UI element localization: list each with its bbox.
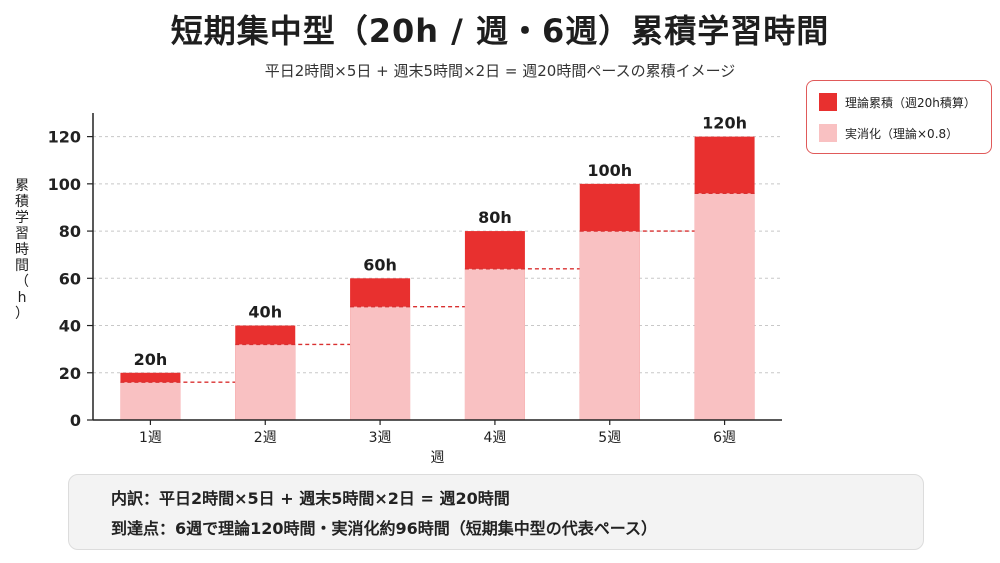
bar-actual-3	[350, 306, 411, 420]
data-label: 120h	[702, 114, 747, 133]
y-tick-label: 0	[70, 411, 81, 430]
x-tick-label: 6週	[713, 430, 736, 446]
note-box: 内訳：平日2時間×5日 + 週末5時間×2日 = 週20時間 到達点：6週で理論…	[68, 474, 924, 550]
x-tick-label: 2週	[254, 430, 277, 446]
x-tick-label: 3週	[369, 430, 392, 446]
x-tick-label: 1週	[139, 430, 162, 446]
y-tick-label: 120	[48, 128, 81, 147]
y-tick-label: 60	[59, 269, 81, 288]
data-label: 80h	[478, 208, 512, 227]
data-label: 20h	[134, 350, 168, 369]
y-tick-label: 80	[59, 222, 81, 241]
legend-label-theory: 理論累積（週20h積算）	[845, 95, 976, 110]
note-line-breakdown: 内訳：平日2時間×5日 + 週末5時間×2日 = 週20時間	[111, 489, 510, 508]
bar-actual-2	[235, 344, 296, 420]
legend-swatch-actual	[819, 124, 837, 142]
bar-actual-6	[694, 193, 755, 420]
legend-swatch-theory	[819, 93, 837, 111]
data-label: 60h	[363, 255, 397, 274]
data-label: 40h	[248, 303, 282, 322]
data-label: 100h	[587, 161, 632, 180]
legend-item-theory: 理論累積（週20h積算）	[819, 93, 976, 111]
x-axis-label: 週	[431, 450, 445, 466]
bar-actual-1	[120, 382, 181, 420]
legend-label-actual: 実消化（理論×0.8）	[845, 126, 959, 141]
chart-title: 短期集中型（20h / 週・6週）累積学習時間	[170, 12, 830, 50]
y-tick-label: 100	[48, 175, 81, 194]
legend-item-actual: 実消化（理論×0.8）	[819, 124, 958, 142]
y-tick-label: 40	[59, 317, 81, 336]
chart-subtitle: 平日2時間×5日 + 週末5時間×2日 = 週20時間ペースの累積イメージ	[264, 62, 736, 80]
legend: 理論累積（週20h積算） 実消化（理論×0.8）	[806, 80, 992, 154]
note-line-goal: 到達点：6週で理論120時間・実消化約96時間（短期集中型の代表ペース）	[111, 519, 657, 538]
x-tick-label: 5週	[598, 430, 621, 446]
bar-actual-5	[579, 231, 640, 420]
bar-actual-4	[464, 268, 525, 420]
x-tick-label: 4週	[483, 430, 506, 446]
bar-chart: 0 20 40 60 80 100 120 20h 1週 40h 2週 60h 3週 80h 4週 100h 5…	[15, 113, 782, 466]
y-axis-label: 累積学習時間（ h）	[15, 178, 29, 322]
y-tick-label: 20	[59, 364, 81, 383]
